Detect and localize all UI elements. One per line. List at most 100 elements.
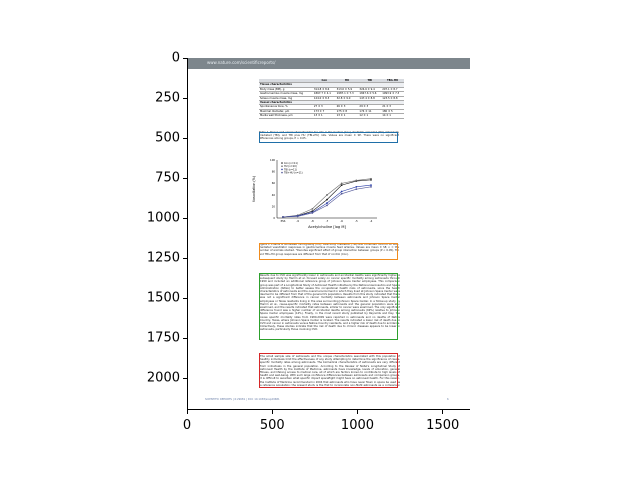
table-cell: Media wall thickness, µm (259, 113, 313, 119)
x-axis-tick-mark (271, 410, 273, 414)
table-cell: 314.8 ± 8.6 (312, 87, 336, 93)
table-header-cell: HU (335, 79, 359, 84)
y-axis-tick-mark (183, 217, 187, 219)
figure-y-axis-label: Vasodilation (%) (252, 176, 256, 202)
y-axis-tick-mark (183, 377, 187, 379)
figure-legend-marker (281, 171, 283, 174)
y-axis-tick-label: 250 (155, 90, 180, 106)
table-cell: 297.1 ± 8.7 (381, 87, 404, 93)
y-axis-tick-label: 0 (171, 50, 180, 66)
table-cell: 124.0 ± 8.3 (312, 96, 336, 102)
figure-legend-label: TBI+HU (n=11) (284, 172, 303, 175)
figure-series-point (340, 182, 343, 185)
x-axis-tick-label: 1000 (340, 418, 375, 433)
table-cell: Gastrocnemius muscle mass, mg (259, 91, 313, 97)
table-cell: 29 ± 3 (358, 104, 382, 110)
y-axis-tick-label: 1500 (146, 290, 180, 306)
data-table: Con HU TBI TBI+HU Tissue characteristics Bod… (259, 79, 404, 119)
table-cell: Body mass (BM), g (259, 87, 313, 93)
figure-y-tick-label: 80 (272, 170, 276, 174)
figure-legend-label: TBI (n=11) (284, 168, 297, 171)
figure-series-point (282, 216, 284, 218)
x-axis-tick-label: 500 (259, 418, 285, 433)
table-cell: 32.8 ± 9.0 (335, 96, 359, 102)
plot-area: www.nature.com/scientificreports/ Con HU T… (187, 58, 470, 410)
highlight-box-green (259, 273, 398, 340)
figure-y-tick-label: 100 (270, 158, 275, 162)
page-footer: SCIENTIFIC REPORTS | 6:29681 | DOI: 10.1… (205, 398, 280, 401)
table-header-row: Con HU TBI TBI+HU (259, 79, 404, 84)
body-paragraph-2: The small sample size of astronauts and … (260, 355, 400, 386)
figure-legend-label: HU (n=10) (284, 165, 297, 168)
table-section-title: Tissue characteristics (259, 82, 404, 88)
page-number: 6 (447, 398, 449, 401)
table-header-cell (259, 79, 313, 84)
table-cell: Soleus muscle mass, mg (259, 96, 313, 102)
table-cell: Spontaneous tone, % (259, 104, 313, 110)
table-cell: 21 ± 3 (381, 104, 404, 110)
table-cell: 175 ± 8 (335, 109, 359, 115)
figure-x-tick-label: -6 (340, 219, 343, 223)
table-row: Body mass (BM), g 314.8 ± 8.6 313.0 ± 5.9 3… (259, 87, 404, 93)
y-axis-tick-mark (183, 137, 187, 139)
figure-y-tick-label: 0 (273, 216, 275, 220)
table-row: Spontaneous tone, % 27 ± 3 26 ± 3 29 ± 3 21 … (259, 104, 404, 110)
x-axis-tick-mark (186, 410, 188, 414)
figure-y-tick-label: 40 (272, 193, 276, 197)
table-row: Media wall thickness, µm 13 ± 1 13 ± 1 12 ±… (259, 113, 404, 119)
figure-series-point (326, 198, 328, 201)
page-header-bar: www.nature.com/scientificreports/ (187, 58, 470, 69)
table-section-row: Vessel characteristics (259, 100, 404, 106)
figure-series-point (355, 179, 358, 182)
figure-x-tick-label: -4 (370, 219, 373, 223)
table-header-cell: TBI+HU (381, 79, 404, 84)
table-row: Soleus muscle mass, mg 124.0 ± 8.3 32.8 ± … (259, 96, 404, 102)
table-row: Maximal diameter, µm 173 ± 7 175 ± 8 174 ± … (259, 109, 404, 115)
x-axis-tick-label: 1500 (426, 418, 460, 433)
figure-y-tick-label: 20 (272, 204, 276, 208)
figure-series-point (340, 190, 343, 193)
axes-frame (187, 58, 470, 410)
y-axis-tick-label: 1250 (146, 250, 180, 266)
highlight-box-blue (259, 132, 398, 143)
table-section-row: Tissue characteristics (259, 82, 404, 88)
figure-series-point (355, 185, 358, 188)
figure-series-point (311, 212, 314, 214)
figure-x-tick-label: -8 (311, 219, 314, 223)
figure-y-tick-label: 60 (272, 181, 276, 185)
table-cell: 13 ± 1 (312, 113, 336, 119)
x-axis-tick-mark (356, 410, 358, 414)
figure-series-point (311, 207, 314, 210)
figure-series-point (340, 184, 343, 186)
y-axis-tick-label: 500 (155, 130, 180, 146)
y-axis-tick-label: 1000 (146, 210, 180, 226)
document-page: www.nature.com/scientificreports/ Con HU T… (187, 58, 470, 410)
figure-x-tick-label: -7 (326, 219, 329, 223)
y-axis-tick-mark (183, 97, 187, 99)
table-cell: 1993.9 ± 7.3 (381, 91, 404, 97)
table-cell: 26 ± 3 (335, 104, 359, 110)
y-axis-tick-label: 750 (155, 170, 180, 186)
figure-x-tick-label: -5 (355, 219, 358, 223)
x-axis-tick-label: 0 (182, 418, 192, 433)
figure-series-point (355, 188, 358, 191)
table-section-title: Vessel characteristics (259, 100, 404, 106)
table-row: Gastrocnemius muscle mass, mg 1867.7 ± 4.… (259, 91, 404, 97)
table-cell: 12 ± 1 (358, 113, 382, 119)
figure-series-point (296, 215, 299, 218)
figure-legend-marker (281, 165, 283, 167)
highlight-box-orange (259, 243, 398, 260)
table-cell: 1867.7 ± 4.1 (312, 91, 336, 97)
table-cell: 173 ± 7 (312, 109, 336, 115)
x-axis-tick-mark (442, 410, 444, 414)
figure-series-point (326, 204, 328, 207)
table-cell: 1987.1 ± 7.3 (335, 91, 359, 97)
table-cell: 14 ± 1 (381, 113, 404, 119)
figure-x-tick-label: PSS (281, 219, 286, 223)
y-axis-tick-mark (183, 257, 187, 259)
y-axis-tick-label: 1750 (146, 330, 180, 346)
table-cell: Maximal diameter, µm (259, 109, 313, 115)
table-header-cell: Con (312, 79, 336, 84)
figure-x-tick-label: -9 (296, 219, 299, 223)
